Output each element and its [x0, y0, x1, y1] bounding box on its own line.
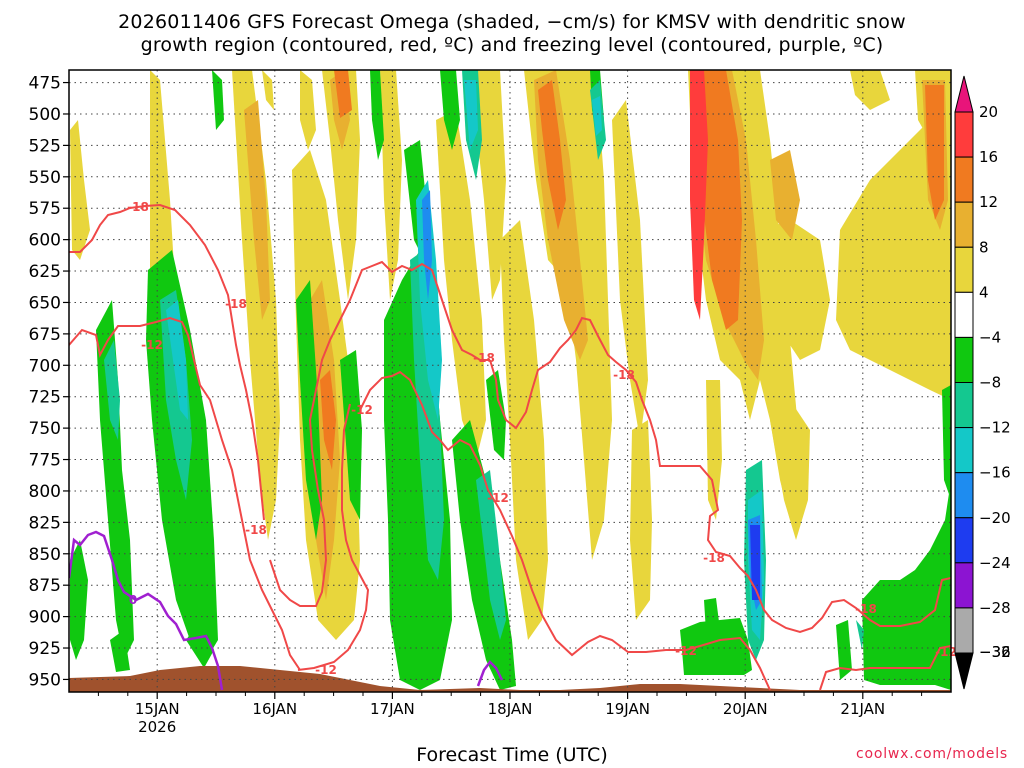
colorbar-segment	[954, 427, 974, 474]
colorbar: 20 16 12 8 4 −4 −8 −12 −16 −20 −24 −28 −32−36	[954, 75, 1011, 690]
colorbar-segment	[954, 246, 974, 293]
x-tick-label: 21JAN	[840, 700, 885, 718]
dgz-contour-label: -12	[351, 403, 373, 417]
y-tick-label: 950	[29, 670, 61, 690]
colorbar-label: −4	[979, 328, 1001, 346]
dgz-contour-label: -18	[225, 297, 247, 311]
colorbar-top-arrow	[954, 75, 974, 113]
chart-title-line-2: growth region (contoured, red, ºC) and f…	[140, 34, 884, 56]
y-tick-label: 725	[29, 388, 61, 408]
colorbar-label: 16	[979, 148, 998, 166]
dgz-contour-minus18-c	[489, 316, 951, 634]
dgz-contour-label: -12	[141, 338, 163, 352]
credit-text: coolwx.com/models	[855, 746, 1008, 762]
x-tick-label: 17JAN	[370, 700, 415, 718]
x-tick-label: 16JAN	[252, 700, 297, 718]
grid-lines	[69, 70, 951, 692]
colorbar-segment	[954, 382, 974, 429]
colorbar-segment	[954, 472, 974, 519]
colorbar-label: −24	[979, 554, 1011, 572]
colorbar-label: −12	[979, 419, 1011, 437]
dgz-contour-label: -18	[127, 200, 149, 214]
colorbar-segment	[954, 517, 974, 564]
y-tick-label: 650	[29, 293, 61, 313]
freezing-level-contour-b	[476, 660, 504, 687]
dgz-contour-label: -12	[675, 644, 697, 658]
y-tick-label: 575	[29, 199, 61, 219]
colorbar-label: −28	[979, 599, 1011, 617]
colorbar-segment	[954, 156, 974, 203]
contour-lines	[69, 203, 951, 691]
y-tick-label: 850	[29, 545, 61, 565]
dgz-contour-minus18-b	[69, 316, 301, 671]
dgz-contour-label: -12	[487, 491, 509, 505]
y-tick-label: 775	[29, 451, 61, 471]
omega-blue-regions	[750, 525, 760, 600]
y-tick-label: 875	[29, 576, 61, 596]
y-tick-label: 825	[29, 513, 61, 533]
y-tick-label: 550	[29, 168, 61, 188]
dgz-contour-minus12-c	[297, 403, 370, 671]
dgz-contour-minus12-d	[699, 636, 771, 691]
colorbar-label: −20	[979, 509, 1011, 527]
colorbar-segment	[954, 336, 974, 383]
colorbar-label: −16	[979, 464, 1011, 482]
dgz-contour-minus12-a	[269, 260, 490, 607]
dgz-contour-minus18-a	[69, 203, 265, 521]
dgz-contour-label: -18	[703, 551, 725, 565]
dgz-contour-label: -12	[315, 663, 337, 677]
dgz-contour-label: -18	[245, 523, 267, 537]
colorbar-label: 20	[979, 103, 998, 121]
freezing-level-contour	[69, 530, 224, 691]
dgz-contour-label: -18	[855, 602, 877, 616]
y-tick-label: 675	[29, 325, 61, 345]
dgz-contour-minus12-b	[359, 370, 701, 657]
y-tick-label: 750	[29, 419, 61, 439]
y-tick-label: 600	[29, 231, 61, 251]
y-tick-label: 800	[29, 482, 61, 502]
x-axis-title: Forecast Time (UTC)	[416, 744, 608, 766]
y-tick-label: 625	[29, 262, 61, 282]
colorbar-segment	[954, 201, 974, 248]
colorbar-bottom-arrow	[954, 652, 974, 690]
colorbar-label: 12	[979, 193, 998, 211]
colorbar-label: −32	[979, 643, 1011, 661]
dgz-contour-label: -18	[473, 351, 495, 365]
dgz-contour-label: -12	[935, 645, 957, 659]
colorbar-label: 8	[979, 238, 989, 256]
y-tick-label: 900	[29, 608, 61, 628]
y-tick-label: 500	[29, 105, 61, 125]
colorbar-segment	[954, 607, 974, 654]
y-tick-label: 925	[29, 639, 61, 659]
colorbar-label: −8	[979, 374, 1001, 392]
y-tick-label: 700	[29, 356, 61, 376]
y-tick-label: 475	[29, 74, 61, 94]
y-tick-label: 525	[29, 136, 61, 156]
x-tick-label: 18JAN	[488, 700, 533, 718]
colorbar-segment	[954, 111, 974, 158]
omega-red-regions	[690, 70, 708, 320]
terrain	[69, 666, 951, 692]
y-axis: 475 500 525 550 575 600 625 650 675 700 725 750 775 8…	[29, 74, 69, 690]
x-tick-label: 20JAN	[723, 700, 768, 718]
colorbar-label: −36	[979, 643, 1011, 661]
colorbar-label: 4	[979, 283, 989, 301]
x-tick-label: 15JAN	[135, 700, 180, 718]
colorbar-segment	[954, 291, 974, 338]
x-tick-label: 19JAN	[605, 700, 650, 718]
dgz-contour-minus12-e	[819, 645, 951, 691]
colorbar-segment	[954, 562, 974, 609]
dgz-contour-label: -18	[613, 368, 635, 382]
freezing-contour-label: 0	[129, 593, 137, 607]
chart-title-line-1: 2026011406 GFS Forecast Omega (shaded, −…	[118, 11, 906, 33]
x-tick-sublabel: 2026	[138, 718, 176, 736]
